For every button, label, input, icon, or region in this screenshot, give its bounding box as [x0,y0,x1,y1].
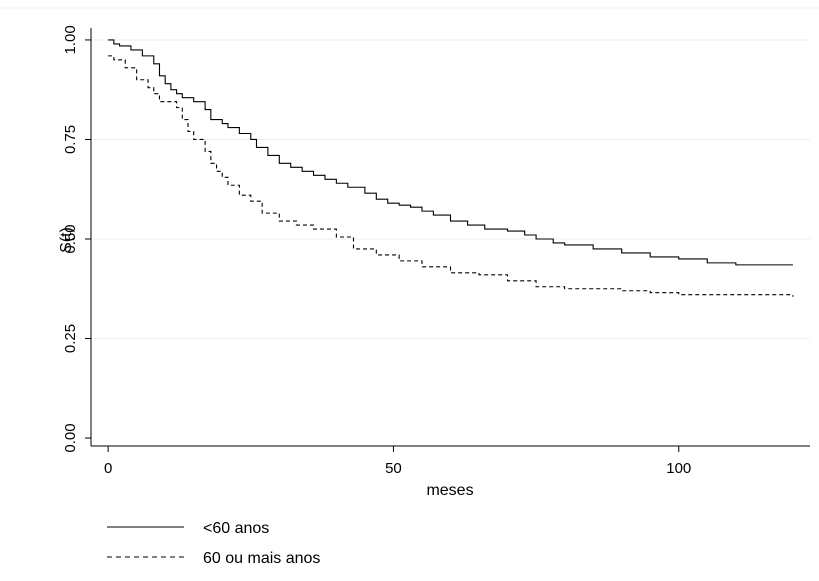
grid-lines [91,39,810,340]
y-tick-label: 0.50 [62,224,79,253]
y-tick-label: 0.75 [62,125,79,154]
x-tick-label: 0 [104,460,112,477]
series-lines [108,39,794,297]
legend-label-under-60: <60 anos [203,520,269,537]
y-tick-label: 0.00 [62,423,79,452]
y-tick-label: 0.25 [62,324,79,353]
legend: <60 anos 60 ou mais anos [107,520,320,567]
x-axis-title: meses [426,482,473,499]
series-line-under-60 [108,39,793,266]
y-tick-label: 1.00 [62,25,79,54]
x-tick-label: 50 [385,460,402,477]
y-ticks: 0.00 0.25 0.50 0.75 1.00 [62,25,91,453]
legend-label-60-plus: 60 ou mais anos [203,550,320,567]
series-line-60-plus [108,55,794,297]
y-axis-title: S(t) [58,227,75,253]
axes [90,28,810,447]
x-tick-label: 100 [666,460,691,477]
x-ticks: 0 50 100 [104,446,691,477]
